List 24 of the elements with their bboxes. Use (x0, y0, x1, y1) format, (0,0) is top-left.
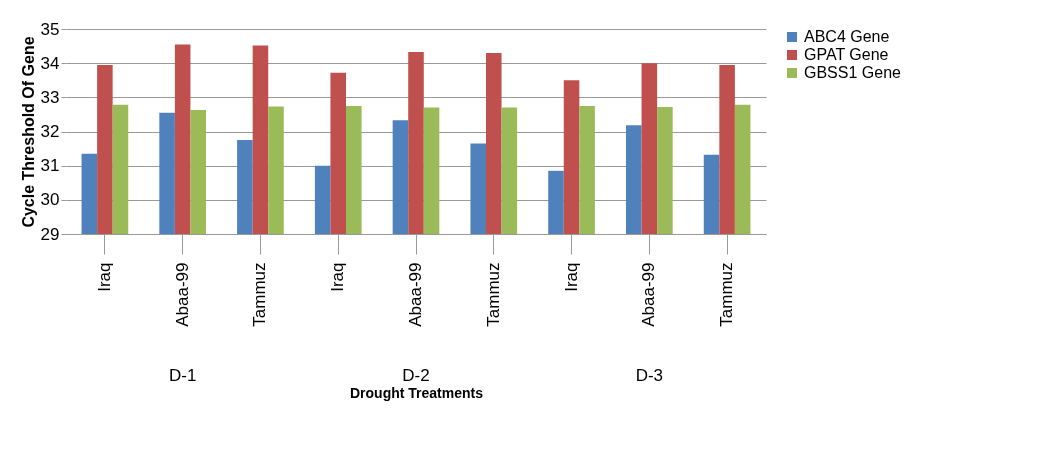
x-tick-label: Tammuz (483, 262, 503, 327)
text: D-3 (635, 366, 664, 385)
x-tick-label: Abaa-99 (172, 262, 192, 327)
x-tick-label: Iraq (94, 262, 114, 292)
legend-label: GPAT Gene (804, 46, 889, 63)
x-tick-label: Tammuz (250, 262, 270, 327)
x-tick-label: Abaa-99 (639, 262, 659, 327)
y-tick-label: 29 (40, 224, 60, 244)
text: D-2 (402, 366, 430, 385)
x-axis-title: Drought Treatments (349, 384, 484, 401)
y-tick-label: 35 (40, 19, 60, 39)
x-tick-label: Tammuz (717, 262, 737, 327)
y-tick-label: 31 (40, 156, 60, 176)
x-tick-label: Iraq (561, 262, 581, 292)
legend-label: GBSS1 Gene (804, 64, 902, 81)
y-tick-label: 32 (40, 122, 60, 141)
x-tick-label: Abaa-99 (406, 262, 425, 327)
y-axis-title: Cycle Threshold Of Gene (19, 36, 37, 228)
y-tick-label: 30 (40, 190, 60, 210)
y-tick-label: 34 (40, 53, 60, 73)
y-tick-label: 33 (40, 87, 60, 107)
x-tick-label: Iraq (328, 262, 348, 292)
legend-label: ABC4 Gene (804, 28, 890, 45)
text: D-1 (168, 366, 197, 385)
